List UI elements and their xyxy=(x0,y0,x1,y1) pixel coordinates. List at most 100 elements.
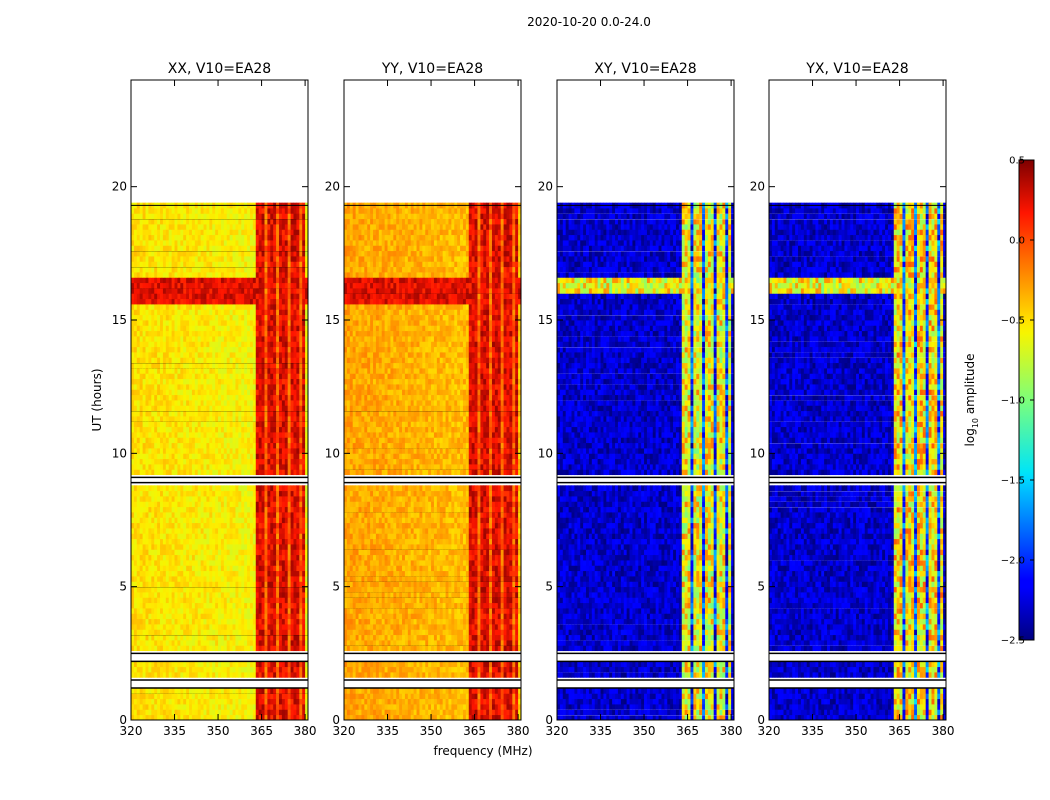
heatmap-cell xyxy=(302,352,306,358)
heatmap-cell xyxy=(296,432,300,438)
heatmap-cell xyxy=(223,405,228,412)
heatmap-cell xyxy=(232,320,236,326)
heatmap-cell xyxy=(189,538,193,545)
heatmap-cell xyxy=(174,666,178,673)
heatmap-cell xyxy=(200,314,204,321)
heatmap-cell xyxy=(209,250,213,257)
heatmap-cell xyxy=(281,421,286,428)
heatmap-cell xyxy=(255,298,260,305)
heatmap-cell xyxy=(273,400,277,406)
heatmap-cell xyxy=(270,485,274,492)
heatmap-cell xyxy=(284,613,289,620)
heatmap-cell xyxy=(151,352,155,358)
heatmap-cell xyxy=(284,624,289,630)
heatmap-cell xyxy=(174,346,178,353)
heatmap-cell xyxy=(284,496,289,502)
heatmap-cell xyxy=(148,538,152,545)
heatmap-cell xyxy=(223,416,228,422)
heatmap-cell xyxy=(191,432,196,438)
heatmap-cell xyxy=(273,288,277,294)
heatmap-cell xyxy=(136,341,141,348)
heatmap-cell xyxy=(235,357,239,364)
heatmap-cell xyxy=(226,661,231,668)
heatmap-cell xyxy=(160,442,164,449)
heatmap-cell xyxy=(232,389,236,396)
heatmap-cell xyxy=(151,661,155,668)
heatmap-cell xyxy=(209,389,213,396)
heatmap-cell xyxy=(145,570,149,577)
heatmap-cell xyxy=(160,661,164,668)
heatmap-cell xyxy=(218,576,222,582)
heatmap-cell xyxy=(157,298,161,305)
heatmap-cell xyxy=(194,506,199,513)
heatmap-cell xyxy=(212,389,216,396)
heatmap-cell xyxy=(235,512,239,518)
heatmap-cell xyxy=(235,261,239,268)
heatmap-cell xyxy=(183,581,187,588)
heatmap-cell xyxy=(151,602,155,609)
heatmap-cell xyxy=(273,378,277,385)
heatmap-cell xyxy=(287,672,291,678)
heatmap-cell xyxy=(151,320,155,326)
heatmap-cell xyxy=(194,698,199,705)
heatmap-cell xyxy=(131,581,135,588)
heatmap-cell xyxy=(290,421,294,428)
heatmap-cell xyxy=(206,522,210,529)
heatmap-cell xyxy=(284,629,289,636)
heatmap-cell xyxy=(229,250,233,257)
heatmap-cell xyxy=(212,400,216,406)
heatmap-cell xyxy=(229,320,233,326)
heatmap-cell xyxy=(247,309,251,316)
heatmap-cell xyxy=(281,389,286,396)
heatmap-cell xyxy=(209,410,213,417)
heatmap-cell xyxy=(302,256,306,262)
heatmap-cell xyxy=(183,608,187,614)
heatmap-cell xyxy=(145,442,149,449)
heatmap-cell xyxy=(229,533,233,540)
heatmap-cell xyxy=(226,704,231,710)
heatmap-cell xyxy=(232,704,236,710)
heatmap-cell xyxy=(168,384,173,390)
heatmap-cell xyxy=(177,485,181,492)
heatmap-cell xyxy=(249,304,254,310)
heatmap-cell xyxy=(168,250,173,257)
heatmap-cell xyxy=(209,501,213,508)
heatmap-cell xyxy=(281,661,286,668)
heatmap-cell xyxy=(160,320,164,326)
heatmap-cell xyxy=(281,448,286,454)
heatmap-cell xyxy=(249,400,254,406)
heatmap-cell xyxy=(232,330,236,337)
heatmap-cell xyxy=(157,597,161,604)
heatmap-cell xyxy=(197,432,202,438)
heatmap-cell xyxy=(215,261,219,268)
heatmap-cell xyxy=(160,597,164,604)
heatmap-cell xyxy=(180,336,184,342)
heatmap-cell xyxy=(273,309,277,316)
heatmap-cell xyxy=(189,432,193,438)
heatmap-cell xyxy=(229,613,233,620)
heatmap-cell xyxy=(154,592,158,598)
heatmap-cell xyxy=(235,352,239,358)
heatmap-cell xyxy=(189,709,193,716)
heatmap-cell xyxy=(252,400,257,406)
heatmap-cell xyxy=(215,581,219,588)
heatmap-cell xyxy=(235,266,239,273)
heatmap-cell xyxy=(209,714,213,720)
heatmap-cell xyxy=(151,613,155,620)
heatmap-cell xyxy=(131,528,135,534)
heatmap-cell xyxy=(229,597,233,604)
heatmap-cell xyxy=(244,506,248,513)
heatmap-cell xyxy=(133,512,138,518)
heatmap-cell xyxy=(194,469,199,476)
heatmap-cell xyxy=(229,576,233,582)
heatmap-cell xyxy=(151,266,155,273)
heatmap-cell xyxy=(177,266,181,273)
heatmap-cell xyxy=(194,293,199,300)
heatmap-cell xyxy=(180,448,184,454)
heatmap-cell xyxy=(160,517,164,524)
heatmap-cell xyxy=(139,277,143,284)
heatmap-cell xyxy=(241,416,245,422)
heatmap-cell xyxy=(203,282,207,289)
heatmap-cell xyxy=(278,282,283,289)
heatmap-cell xyxy=(290,288,294,294)
